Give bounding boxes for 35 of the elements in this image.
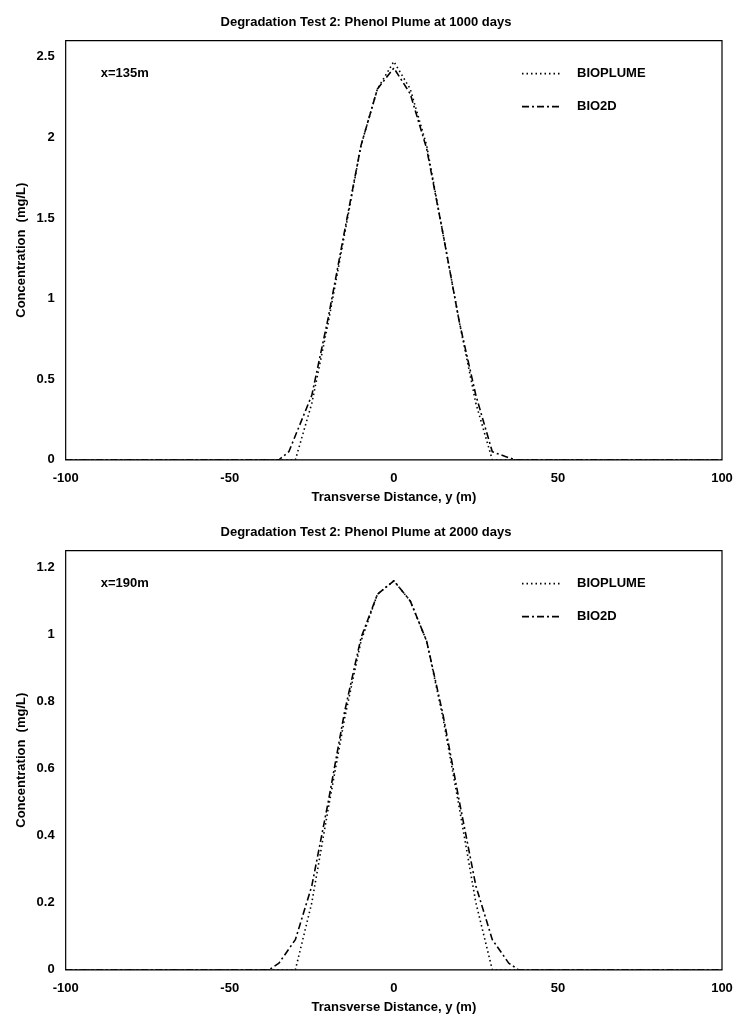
x-tick-label: -100 [52, 980, 79, 996]
x-tick-label: 0 [390, 980, 398, 996]
x-axis-title: Transverse Distance, y (m) [311, 998, 477, 1014]
legend-label: BIOPLUME [577, 575, 646, 591]
y-tick-label: 0.8 [36, 693, 55, 709]
y-axis-title: Concentration (mg/L) [13, 182, 29, 318]
legend-label: BIO2D [577, 608, 617, 624]
y-tick-label: 2.5 [36, 48, 55, 64]
y-tick-label: 1 [47, 290, 55, 306]
y-tick-label: 2 [47, 128, 55, 144]
y-tick-label: 1.2 [36, 558, 55, 574]
x-tick-label: -50 [220, 980, 240, 996]
x-tick-label: 100 [711, 470, 733, 486]
legend-label: BIOPLUME [577, 65, 646, 81]
annotation: x=190m [100, 575, 149, 591]
y-tick-label: 0 [47, 451, 55, 467]
x-axis-title: Transverse Distance, y (m) [311, 488, 477, 504]
y-tick-label: 0.6 [36, 760, 55, 776]
y-tick-label: 0.5 [36, 370, 55, 386]
x-tick-label: 50 [550, 980, 566, 996]
x-tick-label: -50 [220, 470, 240, 486]
chart-title: Degradation Test 2: Phenol Plume at 1000 days [220, 14, 512, 30]
x-tick-label: -100 [52, 470, 79, 486]
annotation: x=135m [100, 65, 149, 81]
y-tick-label: 1 [47, 626, 55, 642]
y-tick-label: 0 [47, 961, 55, 977]
y-tick-label: 0.2 [36, 894, 55, 910]
y-tick-label: 1.5 [36, 209, 55, 225]
x-tick-label: 50 [550, 470, 566, 486]
legend-label: BIO2D [577, 98, 617, 114]
y-axis-title: Concentration (mg/L) [13, 692, 29, 828]
chart-title: Degradation Test 2: Phenol Plume at 2000 days [220, 524, 512, 540]
y-tick-label: 0.4 [36, 827, 56, 843]
x-tick-label: 100 [711, 980, 733, 996]
x-tick-label: 0 [390, 470, 398, 486]
